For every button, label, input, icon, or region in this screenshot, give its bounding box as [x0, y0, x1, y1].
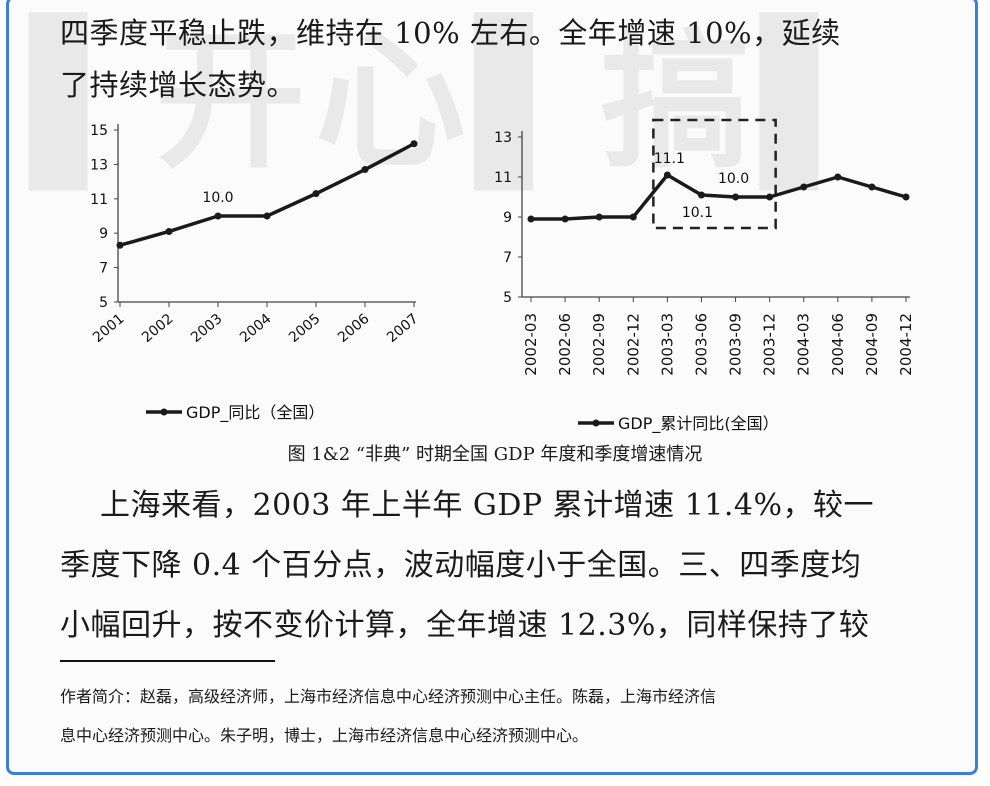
- chart2-x-tick-label: 2003-03: [658, 313, 676, 376]
- chart1-data-point: [263, 212, 271, 220]
- chart1-legend-label: GDP_同比（全国）: [186, 403, 324, 423]
- chart1-x-tick-label: 2005: [286, 311, 324, 346]
- page-frame: [6, 0, 978, 775]
- chart1-series-line: [119, 142, 415, 247]
- chart1-y-tick-label: 7: [99, 261, 108, 277]
- chart2-x-tick-label: 2004-09: [863, 313, 881, 376]
- chart2-data-point: [663, 171, 671, 179]
- chart2-x-tick-label: 2004-12: [897, 313, 915, 376]
- chart1-data-label: 10.0: [202, 190, 233, 206]
- chart2-x-tick-label: 2002-09: [590, 313, 608, 376]
- chart1-x-tick-label: 2007: [384, 311, 422, 346]
- chart2-data-label: 11.1: [654, 151, 685, 167]
- chart1-y-tick-label: 11: [90, 192, 108, 208]
- chart2-y-tick-label: 11: [494, 170, 512, 186]
- body-line-2: 了持续增长态势。: [60, 68, 297, 102]
- chart2-y-tick-label: 5: [503, 290, 512, 306]
- chart2-data-point: [561, 215, 569, 223]
- chart2-data-point: [629, 213, 637, 221]
- chart1-y-tick-label: 15: [90, 123, 108, 139]
- chart1-data-point: [312, 190, 320, 198]
- chart2-data-point: [834, 173, 842, 181]
- chart2-data-point: [527, 215, 535, 223]
- chart2-data-label: 10.1: [682, 205, 713, 221]
- chart1-data-point: [214, 212, 222, 220]
- chart2-data-point: [732, 193, 740, 201]
- chart1-x-tick-label: 2006: [335, 311, 373, 346]
- chart2-series-line: [531, 173, 907, 221]
- chart1-y-tick-label: 5: [99, 295, 108, 311]
- chart2-y-tick-label: 13: [494, 130, 512, 146]
- chart2-x-tick-label: 2004-06: [829, 313, 847, 376]
- body-line-1: 四季度平稳止跌，维持在 10% 左右。全年增速 10%，延续: [60, 16, 841, 50]
- chart1-data-point: [165, 227, 173, 235]
- footnote-rule: [60, 660, 275, 662]
- chart2-legend-marker: [592, 419, 600, 427]
- body-line-3: 上海来看，2003 年上半年 GDP 累计增速 11.4%，较一: [100, 488, 874, 523]
- chart1-legend-marker: [160, 408, 168, 416]
- chart2-y-tick-label: 7: [503, 250, 512, 266]
- chart1-x-tick-label: 2002: [139, 311, 177, 346]
- chart2-highlight-box: [652, 118, 777, 230]
- chart2-data-point: [902, 193, 910, 201]
- chart1-x-tick-label: 2001: [90, 311, 128, 346]
- chart1-y-tick-label: 13: [90, 157, 108, 173]
- chart2-x-tick-label: 2002-03: [522, 313, 540, 376]
- figure-caption: 图 1&2 “非典” 时期全国 GDP 年度和季度增速情况: [287, 444, 703, 465]
- chart2-data-point: [766, 193, 774, 201]
- chart2-x-tick-label: 2003-12: [761, 313, 779, 376]
- chart1-data-point: [361, 166, 369, 174]
- chart2-legend-label: GDP_累计同比(全国）: [618, 414, 779, 434]
- chart2-data-point: [697, 191, 705, 199]
- chart1-data-point: [410, 140, 418, 148]
- chart2-x-tick-label: 2003-09: [727, 313, 745, 376]
- chart1-y-tick-label: 9: [99, 226, 108, 242]
- chart2-x-tick-label: 2002-12: [624, 313, 642, 376]
- chart2-data-point: [800, 183, 808, 191]
- chart2-x-tick-label: 2003-06: [692, 313, 710, 376]
- chart2-y-tick-label: 9: [503, 210, 512, 226]
- chart2-data-point: [595, 213, 603, 221]
- body-line-4: 季度下降 0.4 个百分点，波动幅度小于全国。三、四季度均: [60, 548, 862, 583]
- chart2-x-tick-label: 2004-03: [795, 313, 813, 376]
- footnote-line-1: 作者简介：赵磊，高级经济师，上海市经济信息中心经济预测中心主任。陈磊，上海市经济…: [60, 687, 717, 706]
- chart1-x-tick-label: 2004: [237, 311, 275, 346]
- footnote-line-2: 息中心经济预测中心。朱子明，博士，上海市经济信息中心经济预测中心。: [60, 726, 589, 745]
- chart2-data-label: 10.0: [718, 171, 749, 187]
- chart1-data-point: [116, 241, 124, 249]
- chart2-data-point: [868, 183, 876, 191]
- chart2-x-tick-label: 2002-06: [556, 313, 574, 376]
- body-line-5: 小幅回升，按不变价计算，全年增速 12.3%，同样保持了较: [60, 608, 870, 643]
- chart1-x-tick-label: 2003: [188, 311, 226, 346]
